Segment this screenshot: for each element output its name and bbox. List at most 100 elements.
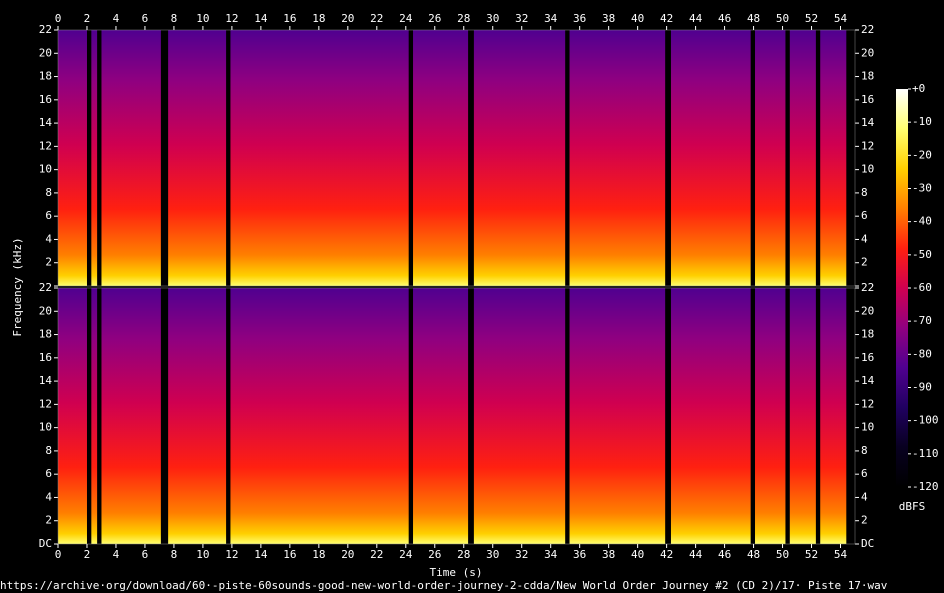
sound-segment (58, 288, 87, 544)
y-tick-label: 14 (39, 116, 53, 129)
y-tick-label: 18 (861, 70, 874, 83)
sound-segment (789, 288, 816, 544)
y-tick-label: 2 (45, 514, 52, 527)
y-tick-label: 16 (39, 351, 52, 364)
x-tick-label: 8 (171, 548, 178, 561)
y-tick-label: 4 (861, 232, 868, 245)
x-tick-label: 4 (113, 548, 120, 561)
x-tick-label: 52 (805, 548, 818, 561)
colorbar-tick-label: -40 (912, 215, 932, 228)
sound-segment (670, 30, 751, 286)
y-tick-label: 6 (861, 467, 868, 480)
x-tick-label: 36 (573, 548, 586, 561)
y-tick-label: 22 (39, 281, 52, 294)
y-tick-label: 8 (861, 186, 868, 199)
x-tick-label: 40 (631, 12, 644, 25)
x-tick-label: 44 (689, 12, 703, 25)
y-tick-label: 12 (861, 139, 874, 152)
x-tick-label: 26 (428, 12, 441, 25)
x-tick-label: 18 (312, 12, 325, 25)
sound-segment (168, 30, 227, 286)
plot-frame (57, 29, 856, 287)
y-tick-label: 10 (39, 421, 52, 434)
y-tick-label: 20 (39, 304, 52, 317)
x-tick-label: 24 (399, 12, 413, 25)
x-tick-label: 32 (515, 12, 528, 25)
x-tick-label: 50 (776, 12, 789, 25)
x-tick-label: 6 (142, 548, 149, 561)
y-tick-label: 20 (861, 46, 874, 59)
colorbar-tick-label: -30 (912, 182, 932, 195)
x-tick-label: 34 (544, 548, 558, 561)
x-tick-label: 4 (113, 12, 120, 25)
x-tick-label: 46 (718, 12, 731, 25)
y-tick-label: 18 (39, 328, 52, 341)
colorbar-tick-label: -90 (912, 381, 932, 394)
sound-segment (230, 30, 409, 286)
x-tick-label: 54 (834, 548, 848, 561)
x-tick-label: 42 (660, 548, 673, 561)
x-tick-label: 54 (834, 12, 848, 25)
colorbar-tick-label: -10 (912, 115, 932, 128)
colorbar-tick-label: -50 (912, 248, 932, 261)
x-tick-label: 28 (457, 12, 470, 25)
y-tick-label: 6 (861, 209, 868, 222)
x-tick-label: 14 (254, 548, 268, 561)
y-tick-label: 16 (39, 93, 52, 106)
x-tick-label: 12 (225, 548, 238, 561)
x-tick-label: 38 (602, 12, 615, 25)
x-tick-label: 20 (341, 12, 354, 25)
x-tick-label: 36 (573, 12, 586, 25)
x-tick-label: 34 (544, 12, 558, 25)
x-tick-label: 10 (196, 12, 209, 25)
x-tick-label: 10 (196, 548, 209, 561)
x-tick-label: 52 (805, 12, 818, 25)
x-tick-label: 44 (689, 548, 703, 561)
y-tick-label: 4 (45, 232, 52, 245)
y-tick-label: 12 (39, 397, 52, 410)
y-tick-label: 8 (861, 444, 868, 457)
x-tick-label: 38 (602, 548, 615, 561)
y-tick-label: 14 (39, 374, 53, 387)
x-tick-label: 46 (718, 548, 731, 561)
sound-segment (670, 288, 751, 544)
x-tick-label: 42 (660, 12, 673, 25)
sound-segment (101, 30, 161, 286)
sound-segment (91, 30, 98, 286)
sound-segment (755, 288, 786, 544)
sound-segment (91, 288, 98, 544)
sound-segment (58, 30, 87, 286)
colorbar-tick-label: -70 (912, 314, 932, 327)
sound-segment (569, 30, 666, 286)
x-tick-label: 0 (55, 548, 62, 561)
sound-segment (820, 30, 847, 286)
sound-segment (820, 288, 847, 544)
x-tick-label: 20 (341, 548, 354, 561)
sound-segment (755, 30, 786, 286)
y-tick-label: 16 (861, 93, 874, 106)
y-tick-label: 22 (861, 23, 874, 36)
y-tick-label: 10 (861, 421, 874, 434)
x-tick-label: 2 (84, 12, 91, 25)
x-tick-label: 12 (225, 12, 238, 25)
y-tick-label: 10 (39, 163, 52, 176)
colorbar-tick-label: -100 (912, 414, 939, 427)
colorbar-label: dBFS (899, 500, 926, 513)
x-tick-label: 30 (486, 12, 499, 25)
x-tick-label: 16 (283, 548, 296, 561)
x-tick-label: 18 (312, 548, 325, 561)
colorbar (896, 89, 908, 487)
x-tick-label: 50 (776, 548, 789, 561)
colorbar-tick-label: -80 (912, 347, 932, 360)
x-tick-label: 16 (283, 12, 296, 25)
sound-segment (413, 30, 469, 286)
y-tick-label: 16 (861, 351, 874, 364)
x-tick-label: 2 (84, 548, 91, 561)
y-tick-label: 2 (861, 514, 868, 527)
sound-segment (230, 288, 409, 544)
x-tick-label: 8 (171, 12, 178, 25)
y-tick-label: 6 (45, 467, 52, 480)
y-tick-label: 22 (861, 281, 874, 294)
x-tick-label: 26 (428, 548, 441, 561)
x-tick-label: 48 (747, 12, 760, 25)
